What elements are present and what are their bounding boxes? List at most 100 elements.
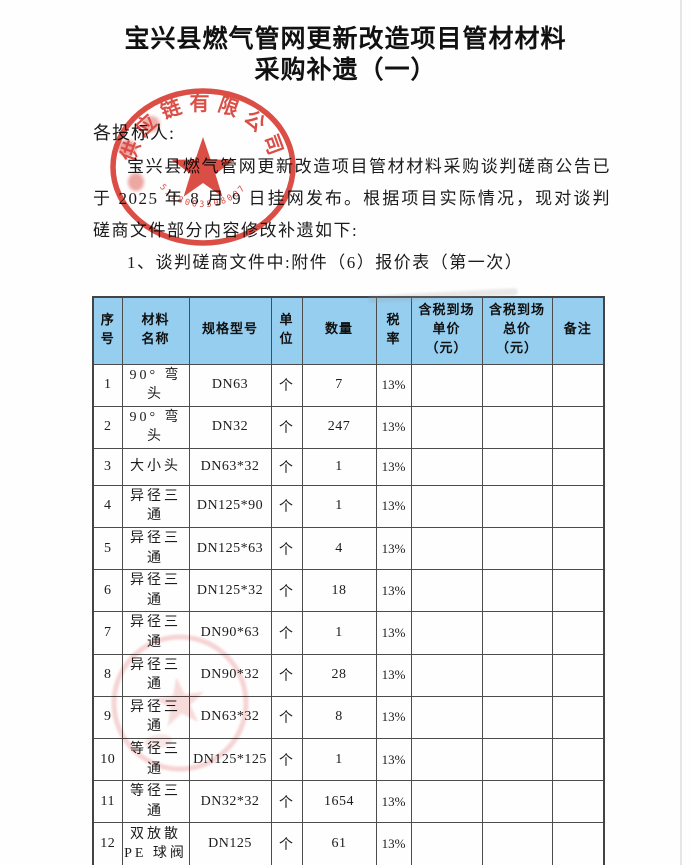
col-header-tax: 税 率	[375, 296, 412, 365]
cell-unit: 个	[270, 363, 303, 407]
cell-qty: 1	[301, 484, 377, 529]
table-row: 3 大小头 DN63*32 个 1 13%	[92, 447, 605, 486]
cell-unit: 个	[270, 822, 303, 865]
cell-material: 90° 弯头	[121, 363, 190, 407]
table-row: 9 异径三通 DN63*32 个 8 13%	[92, 695, 605, 740]
cell-seq: 1	[92, 363, 123, 407]
cell-material: 异径三通	[121, 611, 190, 655]
cell-unit: 个	[270, 484, 303, 529]
table-row: 5 异径三通 DN125*63 个 4 13%	[92, 527, 605, 571]
cell-qty: 7	[301, 363, 377, 407]
cell-tax: 13%	[375, 695, 412, 740]
scan-fold-line	[680, 0, 682, 865]
cell-seq: 4	[92, 484, 123, 529]
cell-seq: 9	[92, 695, 123, 740]
cell-seq: 6	[92, 569, 123, 613]
cell-qty: 1654	[301, 780, 377, 824]
table-row: 6 异径三通 DN125*32 个 18 13%	[92, 569, 605, 613]
cell-seq: 2	[92, 405, 123, 449]
cell-unit: 个	[270, 653, 303, 697]
cell-qty: 1	[301, 447, 377, 486]
cell-total-price	[481, 527, 553, 571]
cell-seq: 12	[92, 822, 123, 865]
cell-qty: 247	[301, 405, 377, 449]
cell-qty: 18	[301, 569, 377, 613]
cell-remark	[551, 695, 605, 740]
cell-qty: 61	[301, 822, 377, 865]
cell-tax: 13%	[375, 447, 412, 486]
col-header-total-price: 含税到场 总价 （元）	[481, 296, 553, 365]
col-header-material: 材料 名称	[121, 296, 190, 365]
cell-unit-price	[410, 822, 483, 865]
cell-total-price	[481, 447, 553, 486]
cell-qty: 1	[301, 611, 377, 655]
cell-unit: 个	[270, 447, 303, 486]
cell-remark	[551, 653, 605, 697]
cell-material: 异径三通	[121, 695, 190, 740]
cell-unit: 个	[270, 737, 303, 782]
cell-unit: 个	[270, 569, 303, 613]
col-header-qty: 数量	[301, 296, 377, 365]
cell-spec: DN32	[188, 405, 272, 449]
cell-tax: 13%	[375, 822, 412, 865]
cell-seq: 5	[92, 527, 123, 571]
salutation: 各投标人:	[93, 123, 176, 143]
cell-total-price	[481, 363, 553, 407]
cell-unit-price	[410, 527, 483, 571]
table-body: 1 90° 弯头 DN63 个 7 13% 2 90° 弯头 DN32 个 247 13% 3 大小头 DN…	[92, 363, 605, 865]
table-row: 8 异径三通 DN90*32 个 28 13%	[92, 653, 605, 697]
cell-tax: 13%	[375, 611, 412, 655]
cell-remark	[551, 405, 605, 449]
cell-total-price	[481, 405, 553, 449]
table-header: 序 号材料 名称 规格型号单 位数量税 率含税到场 单价 （元） 含税到场 总价 （…	[92, 296, 605, 365]
cell-spec: DN63*32	[188, 447, 272, 486]
cell-total-price	[481, 611, 553, 655]
cell-qty: 4	[301, 527, 377, 571]
intro-paragraph: 宝兴县燃气管网更新改造项目管材材料采购谈判磋商公告已于 2025 年 8 月 9…	[93, 157, 611, 240]
cell-spec: DN125*90	[188, 484, 272, 529]
cell-unit-price	[410, 569, 483, 613]
cell-material: 等径三通	[121, 780, 190, 824]
cell-material: 异径三通	[121, 527, 190, 571]
cell-spec: DN90*63	[188, 611, 272, 655]
cell-qty: 8	[301, 695, 377, 740]
cell-total-price	[481, 822, 553, 865]
cell-total-price	[481, 569, 553, 613]
cell-tax: 13%	[375, 653, 412, 697]
cell-remark	[551, 737, 605, 782]
cell-material: 异径三通	[121, 484, 190, 529]
cell-tax: 13%	[375, 527, 412, 571]
cell-remark	[551, 569, 605, 613]
cell-unit: 个	[270, 780, 303, 824]
item-line: 1、谈判磋商文件中:附件（6）报价表（第一次）	[127, 253, 524, 272]
title-line-1: 宝兴县燃气管网更新改造项目管材材料	[124, 24, 567, 53]
cell-material: 双放散 PE 球阀	[121, 822, 190, 865]
cell-material: 异径三通	[121, 653, 190, 697]
cell-spec: DN125*32	[188, 569, 272, 613]
cell-unit-price	[410, 363, 483, 407]
cell-unit-price	[410, 447, 483, 486]
cell-seq: 3	[92, 447, 123, 486]
cell-unit-price	[410, 653, 483, 697]
col-header-remark: 备注	[551, 296, 605, 365]
cell-seq: 10	[92, 737, 123, 782]
cell-unit: 个	[270, 611, 303, 655]
cell-total-price	[481, 484, 553, 529]
cell-spec: DN63	[188, 363, 272, 407]
quote-table: 序 号材料 名称 规格型号单 位数量税 率含税到场 单价 （元） 含税到场 总价 （…	[92, 296, 605, 865]
cell-tax: 13%	[375, 363, 412, 407]
cell-remark	[551, 484, 605, 529]
table-row: 7 异径三通 DN90*63 个 1 13%	[92, 611, 605, 655]
cell-remark	[551, 447, 605, 486]
col-header-unit: 单 位	[270, 296, 303, 365]
cell-remark	[551, 527, 605, 571]
cell-tax: 13%	[375, 737, 412, 782]
cell-spec: DN125*125	[188, 737, 272, 782]
table-row: 12 双放散 PE 球阀 DN125 个 61 13%	[92, 822, 605, 865]
title-line-2: 采购补遗（一）	[254, 55, 437, 84]
cell-qty: 28	[301, 653, 377, 697]
page-title: 宝兴县燃气管网更新改造项目管材材料 采购补遗（一）	[0, 0, 691, 85]
cell-remark	[551, 363, 605, 407]
cell-remark	[551, 822, 605, 865]
cell-total-price	[481, 780, 553, 824]
